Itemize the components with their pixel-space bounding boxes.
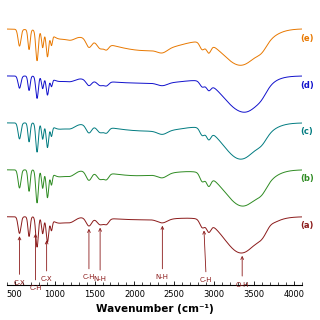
Text: (c): (c): [300, 127, 313, 136]
Text: O-H: O-H: [236, 257, 249, 288]
Text: C-H: C-H: [200, 231, 212, 283]
Text: C-X: C-X: [41, 241, 52, 283]
Text: N-H: N-H: [156, 227, 169, 280]
Text: C-H: C-H: [29, 235, 42, 292]
Text: (b): (b): [300, 174, 314, 183]
Text: (a): (a): [300, 221, 314, 230]
X-axis label: Wavenumber (cm⁻¹): Wavenumber (cm⁻¹): [95, 304, 213, 315]
Text: C-H: C-H: [83, 230, 95, 280]
Text: N-H: N-H: [94, 228, 107, 282]
Text: (e): (e): [300, 34, 314, 43]
Text: (d): (d): [300, 81, 314, 90]
Text: C-X: C-X: [14, 237, 25, 286]
